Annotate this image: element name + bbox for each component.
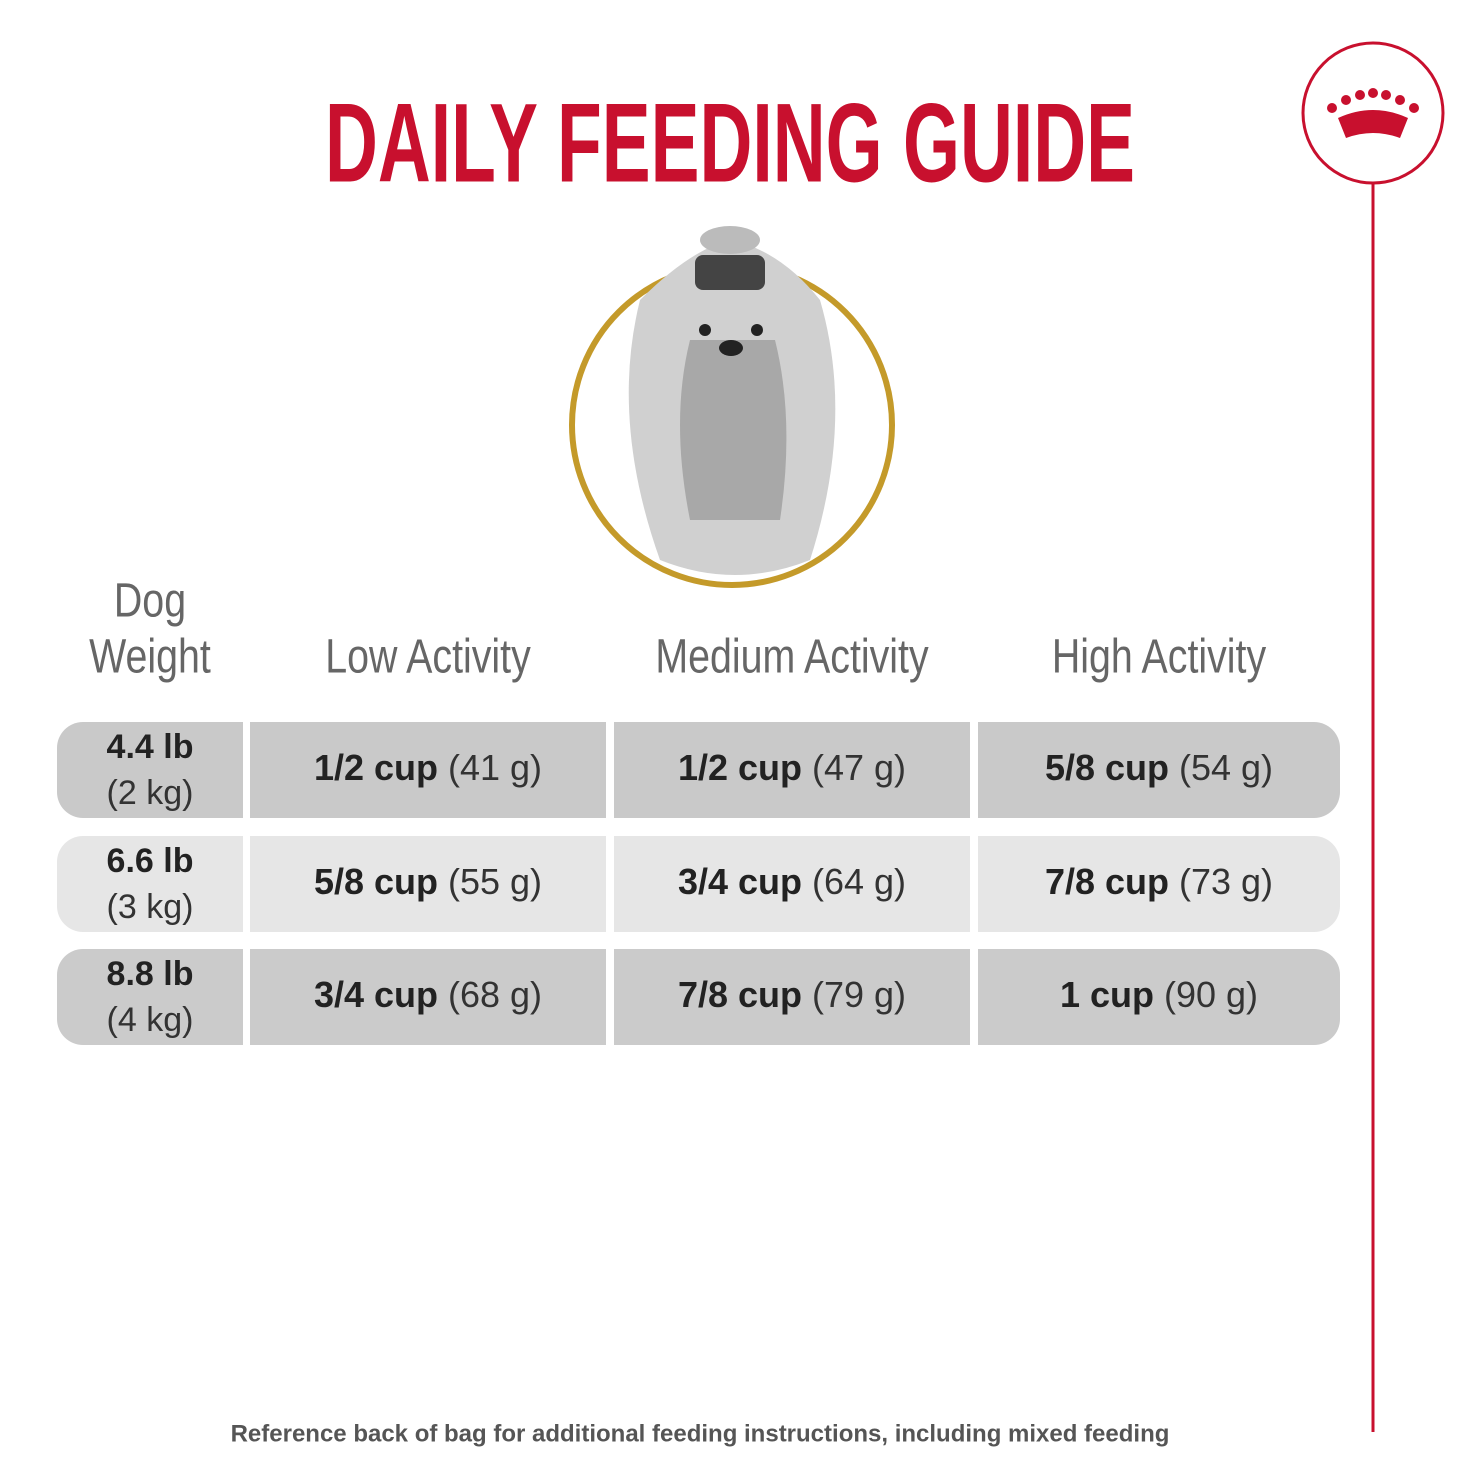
cell-divider bbox=[606, 949, 614, 1045]
row-background bbox=[57, 949, 1340, 1045]
feeding-amount: 7/8 cup (73 g) bbox=[1045, 861, 1273, 902]
cup-amount: 5/8 cup bbox=[314, 861, 438, 902]
column-header: High Activity bbox=[1052, 630, 1266, 684]
cell-divider bbox=[970, 949, 978, 1045]
row-background bbox=[57, 836, 1340, 932]
cell-divider bbox=[243, 722, 250, 818]
gram-amount: (55 g) bbox=[448, 861, 542, 902]
brand-logo bbox=[1301, 41, 1445, 1432]
cell-divider bbox=[243, 836, 250, 932]
table-row: 6.6 lb (3 kg) 5/8 cup (55 g) 3/4 cup (64 g) 7/… bbox=[57, 836, 1340, 932]
gram-amount: (73 g) bbox=[1179, 861, 1273, 902]
weight-kg: (4 kg) bbox=[107, 1001, 194, 1039]
dog-illustration bbox=[569, 226, 895, 588]
gram-amount: (90 g) bbox=[1164, 974, 1258, 1015]
column-header: Low Activity bbox=[325, 630, 531, 684]
cup-amount: 7/8 cup bbox=[1045, 861, 1169, 902]
cup-amount: 1 cup bbox=[1060, 974, 1154, 1015]
gram-amount: (47 g) bbox=[812, 747, 906, 788]
cell-divider bbox=[606, 836, 614, 932]
feeding-amount: 1/2 cup (41 g) bbox=[314, 747, 542, 788]
column-header: Dog bbox=[114, 574, 186, 628]
cup-amount: 7/8 cup bbox=[678, 974, 802, 1015]
feeding-amount: 3/4 cup (68 g) bbox=[314, 974, 542, 1015]
table-row: 4.4 lb(2 kg)1/2 cup (41 g) 1/2 cup (47 g) 5/… bbox=[57, 722, 1340, 818]
gram-amount: (79 g) bbox=[812, 974, 906, 1015]
title: DAILY FEEDING GUIDE bbox=[325, 81, 1135, 206]
cell-divider bbox=[970, 722, 978, 818]
feeding-amount: 3/4 cup (64 g) bbox=[678, 861, 906, 902]
cup-amount: 1/2 cup bbox=[678, 747, 802, 788]
row-background bbox=[57, 722, 1340, 818]
column-header: Weight bbox=[89, 630, 211, 684]
gram-amount: (64 g) bbox=[812, 861, 906, 902]
cup-amount: 3/4 cup bbox=[314, 974, 438, 1015]
feeding-amount: 7/8 cup (79 g) bbox=[678, 974, 906, 1015]
cup-amount: 1/2 cup bbox=[314, 747, 438, 788]
weight-kg: (2 kg) bbox=[107, 774, 194, 812]
feeding-amount: 1/2 cup (47 g) bbox=[678, 747, 906, 788]
weight-lb: 4.4 lb bbox=[107, 728, 194, 766]
footer-note: Reference back of bag for additional fee… bbox=[231, 1420, 1170, 1447]
feeding-amount: 5/8 cup (54 g) bbox=[1045, 747, 1273, 788]
cell-divider bbox=[243, 949, 250, 1045]
weight-kg: (3 kg) bbox=[107, 888, 194, 926]
feeding-amount: 1 cup (90 g) bbox=[1060, 974, 1258, 1015]
weight-lb: 6.6 lb bbox=[107, 842, 194, 880]
cup-amount: 3/4 cup bbox=[678, 861, 802, 902]
cell-divider bbox=[606, 722, 614, 818]
cell-divider bbox=[970, 836, 978, 932]
gram-amount: (41 g) bbox=[448, 747, 542, 788]
gram-amount: (68 g) bbox=[448, 974, 542, 1015]
table-row: 8.8 lb (4 kg) 3/4 cup (68 g) 7/8 cup (79 g) 1 … bbox=[57, 949, 1340, 1045]
gram-amount: (54 g) bbox=[1179, 747, 1273, 788]
feeding-amount: 5/8 cup (55 g) bbox=[314, 861, 542, 902]
weight-lb: 8.8 lb bbox=[107, 955, 194, 993]
column-header: Medium Activity bbox=[655, 630, 928, 684]
cup-amount: 5/8 cup bbox=[1045, 747, 1169, 788]
